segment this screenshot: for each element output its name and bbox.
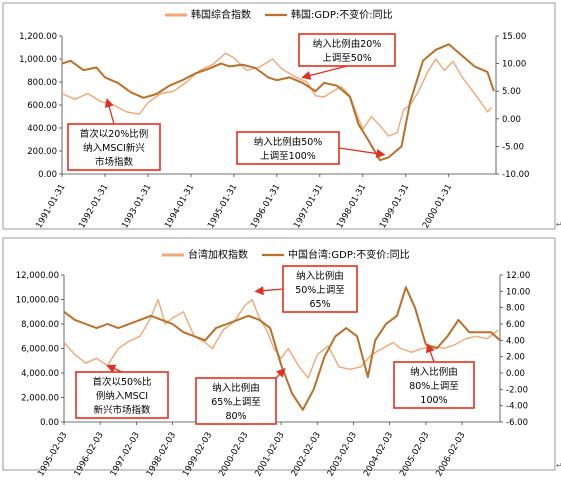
panel-frame bbox=[2, 2, 556, 230]
chart-panel-2: 0.00 2,000.00 4,000.00 6,000.00 8,000.00 10,0… bbox=[2, 237, 561, 478]
left-tick-label: 8,000.00 bbox=[21, 320, 59, 330]
legend-label-2: 中国台湾:GDP:不变价:同比 bbox=[288, 248, 410, 261]
paragraph-mark-icon: ↵ bbox=[556, 461, 561, 470]
left-tick-label: 1,000.00 bbox=[19, 55, 57, 65]
right-tick-label: -4.00 bbox=[506, 402, 528, 412]
annotation-text: 纳入比例由50% bbox=[254, 136, 323, 148]
legend-label-1: 韩国综合指数 bbox=[191, 8, 251, 21]
annotation-text: 纳入比例由20% bbox=[313, 38, 382, 50]
right-tick-label: 15.00 bbox=[502, 32, 526, 42]
right-tick-label: 5.00 bbox=[502, 87, 521, 97]
annotation-box bbox=[236, 131, 340, 165]
right-tick-label: -2.00 bbox=[506, 385, 528, 395]
left-tick-label: 200.00 bbox=[27, 147, 57, 157]
left-tick-label: 6,000.00 bbox=[21, 345, 59, 355]
annotation-text: 50%上调至 bbox=[295, 285, 345, 296]
annotation-text: 80% bbox=[225, 411, 246, 422]
annotation-arrow bbox=[426, 343, 435, 363]
right-tick-label: 10.00 bbox=[502, 60, 526, 70]
annotation-text: 纳入比例由 bbox=[212, 382, 260, 394]
right-tick-label: 8.00 bbox=[506, 304, 525, 314]
right-tick-label: 0.00 bbox=[502, 115, 521, 125]
annotation-text: 市场指数 bbox=[95, 156, 134, 168]
annotation-text: 首次以50%比 bbox=[92, 376, 151, 388]
right-tick-label: -5.00 bbox=[502, 142, 524, 152]
right-tick-label: 2.00 bbox=[506, 353, 525, 363]
annotation-text: 65% bbox=[309, 299, 330, 310]
right-tick-label: 12.00 bbox=[506, 271, 530, 281]
series-line-1 bbox=[61, 52, 493, 137]
annotation-box bbox=[195, 377, 277, 425]
left-tick-label: 2,000.00 bbox=[21, 394, 59, 404]
annotation-box bbox=[75, 371, 169, 419]
left-tick-label: 12,000.00 bbox=[16, 271, 59, 281]
annotation-box bbox=[298, 33, 396, 67]
series-line-1 bbox=[63, 298, 499, 379]
left-tick-label: 0.00 bbox=[38, 170, 57, 180]
annotation-arrow bbox=[275, 367, 286, 379]
paragraph-mark-icon: ↵ bbox=[556, 220, 561, 229]
annotation-box bbox=[282, 265, 358, 313]
annotation-arrow bbox=[338, 147, 386, 159]
annotation-arrow bbox=[301, 65, 348, 80]
right-tick-label: 4.00 bbox=[506, 336, 525, 346]
annotation-text: 纳入MSCI新兴 bbox=[83, 142, 145, 154]
legend-label-1: 台湾加权指数 bbox=[188, 248, 248, 261]
right-tick-label: 10.00 bbox=[506, 287, 530, 297]
annotation-text: 上调至100% bbox=[260, 151, 316, 162]
right-tick-label: 0.00 bbox=[506, 369, 525, 379]
annotation-arrow bbox=[106, 364, 123, 373]
annotation-text: 例纳入MSCI bbox=[96, 390, 148, 402]
annotation-text: 65%上调至 bbox=[211, 397, 261, 408]
annotation-text: 纳入比例由 bbox=[410, 366, 458, 378]
annotation-text: 80%上调至 bbox=[409, 381, 459, 392]
left-tick-label: 4,000.00 bbox=[21, 369, 59, 379]
annotation-text: 100% bbox=[420, 395, 447, 406]
annotation-box bbox=[393, 361, 475, 409]
annotation-arrow bbox=[104, 97, 115, 125]
panel-frame bbox=[2, 237, 556, 471]
annotation-text: 首次以20%比例 bbox=[80, 128, 149, 140]
left-tick-label: 0.00 bbox=[40, 418, 59, 428]
annotation-arrow bbox=[254, 286, 284, 296]
right-tick-label: 6.00 bbox=[506, 320, 525, 330]
annotation-text: 纳入比例由 bbox=[296, 270, 344, 282]
left-tick-label: 400.00 bbox=[27, 124, 57, 134]
chart-panel-1: 0.00 200.00 400.00 600.00 800.00 1,000.00 1,20… bbox=[2, 2, 561, 230]
annotation-text: 上调至50% bbox=[322, 53, 372, 64]
series-line-2 bbox=[61, 43, 495, 162]
legend-label-2: 韩国:GDP:不变价:同比 bbox=[291, 8, 393, 21]
annotation-text: 新兴市场指数 bbox=[93, 404, 151, 416]
left-tick-label: 10,000.00 bbox=[16, 296, 59, 306]
left-tick-label: 600.00 bbox=[27, 101, 57, 111]
annotation-box bbox=[67, 123, 161, 171]
left-tick-label: 800.00 bbox=[27, 78, 57, 88]
right-tick-label: -6.00 bbox=[506, 418, 528, 428]
left-tick-label: 1,200.00 bbox=[19, 32, 57, 42]
right-tick-label: -10.00 bbox=[502, 170, 529, 180]
